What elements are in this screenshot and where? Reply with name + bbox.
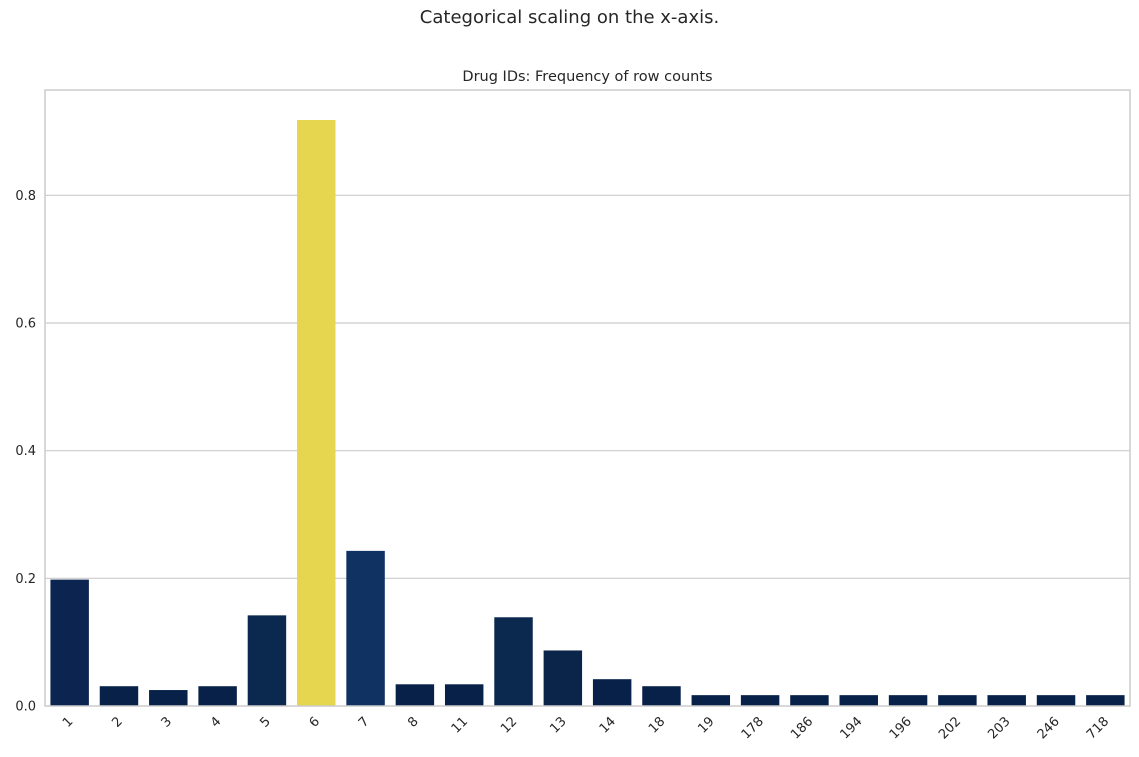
x-tick-label: 8 bbox=[405, 714, 421, 730]
x-tick-label: 5 bbox=[257, 714, 273, 730]
bar-186 bbox=[790, 695, 829, 706]
x-tick-label: 2 bbox=[109, 714, 125, 730]
bar-7 bbox=[346, 550, 385, 706]
x-tick-label: 246 bbox=[1035, 714, 1063, 742]
x-tick-label: 1 bbox=[60, 714, 76, 730]
bar-1 bbox=[50, 579, 89, 706]
bar-13 bbox=[543, 650, 583, 706]
x-tick-label: 4 bbox=[208, 714, 224, 730]
x-tick-label: 7 bbox=[356, 714, 372, 730]
bar-718 bbox=[1086, 695, 1125, 706]
bar-5 bbox=[247, 615, 287, 706]
bar-14 bbox=[592, 679, 632, 706]
bar-11 bbox=[444, 684, 484, 706]
figure-suptitle: Categorical scaling on the x-axis. bbox=[419, 7, 720, 28]
bar-178 bbox=[740, 695, 780, 706]
bar-12 bbox=[494, 617, 533, 706]
grid-lines bbox=[45, 194, 1130, 579]
x-tick-label: 196 bbox=[887, 714, 915, 742]
bar-194 bbox=[839, 695, 878, 706]
x-tick-label: 18 bbox=[646, 714, 668, 736]
y-axis-ticks: 0.0 0.2 0.4 0.6 0.8 bbox=[15, 189, 36, 715]
y-tick-label: 0.2 bbox=[15, 572, 36, 587]
y-tick-label: 0.4 bbox=[15, 444, 36, 459]
y-tick-label: 0.0 bbox=[15, 700, 36, 715]
bar-2 bbox=[99, 686, 139, 706]
x-tick-label: 14 bbox=[597, 714, 619, 736]
bar-6 bbox=[297, 120, 336, 706]
x-tick-label: 194 bbox=[837, 714, 865, 742]
bar-202 bbox=[938, 695, 977, 706]
bar-19 bbox=[691, 695, 731, 706]
bar-3 bbox=[149, 690, 188, 706]
axes-frame bbox=[44, 89, 1131, 707]
x-tick-label: 6 bbox=[307, 714, 323, 730]
x-tick-label: 203 bbox=[985, 714, 1013, 742]
chart-title: Drug IDs: Frequency of row counts bbox=[462, 69, 712, 85]
x-tick-label: 186 bbox=[788, 714, 816, 742]
bar-8 bbox=[395, 684, 435, 706]
bar-203 bbox=[987, 695, 1026, 706]
x-tick-label: 178 bbox=[739, 714, 767, 742]
x-axis-ticks: 1 2 3 4 5 6 7 8 11 12 13 14 18 19 178 186 194 196 202 203 24… bbox=[60, 714, 1112, 742]
bar-246 bbox=[1036, 695, 1076, 706]
y-tick-label: 0.6 bbox=[15, 316, 36, 331]
x-tick-label: 19 bbox=[695, 714, 717, 736]
bars-group bbox=[50, 120, 1125, 706]
x-tick-label: 11 bbox=[449, 714, 471, 736]
bar-18 bbox=[642, 686, 681, 706]
x-tick-label: 3 bbox=[159, 714, 175, 730]
x-tick-label: 718 bbox=[1084, 714, 1112, 742]
y-tick-label: 0.8 bbox=[15, 189, 36, 204]
x-tick-label: 202 bbox=[936, 714, 964, 742]
x-tick-label: 12 bbox=[498, 714, 520, 736]
x-tick-label: 13 bbox=[547, 714, 569, 736]
bar-4 bbox=[198, 686, 237, 706]
bar-196 bbox=[888, 695, 928, 706]
